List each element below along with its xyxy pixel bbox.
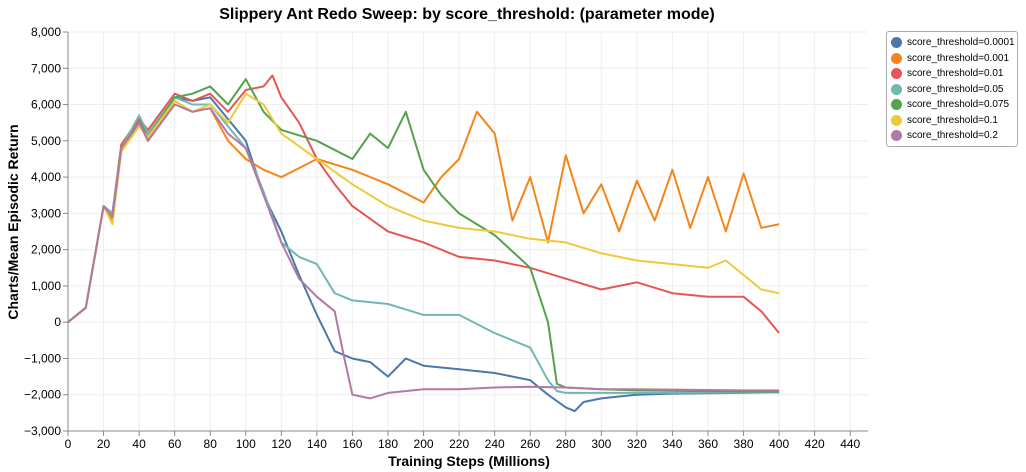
- x-tick-label: 80: [204, 437, 218, 451]
- y-tick-label: −3,000: [24, 424, 61, 438]
- x-tick-label: 340: [662, 437, 682, 451]
- legend-item: score_threshold=0.05: [891, 82, 1017, 98]
- y-tick-label: −2,000: [24, 388, 61, 402]
- y-tick-label: 1,000: [31, 279, 61, 293]
- series-line: [67, 74, 780, 334]
- x-tick-label: 360: [698, 437, 718, 451]
- legend-item: score_threshold=0.1: [891, 113, 1017, 129]
- y-tick-label: 0: [54, 315, 61, 329]
- legend: score_threshold=0.0001 score_threshold=0.…: [886, 31, 1018, 147]
- y-tick-label: 3,000: [31, 206, 61, 220]
- x-tick-label: 240: [485, 437, 505, 451]
- series-line: [67, 96, 780, 394]
- x-tick-label: 20: [97, 437, 111, 451]
- y-tick-label: 2,000: [31, 243, 61, 257]
- legend-label: score_threshold=0.0001: [907, 37, 1015, 49]
- x-tick-label: 200: [414, 437, 434, 451]
- x-tick-label: 140: [307, 437, 327, 451]
- legend-item: score_threshold=0.0001: [891, 35, 1017, 51]
- y-tick-label: −1,000: [24, 351, 61, 365]
- legend-swatch: [891, 68, 902, 80]
- legend-label: score_threshold=0.1: [907, 114, 998, 126]
- series-lines: [67, 74, 780, 413]
- x-tick-label: 380: [734, 437, 754, 451]
- x-tick-label: 40: [132, 437, 146, 451]
- legend-label: score_threshold=0.075: [907, 99, 1010, 111]
- y-tick-label: 5,000: [31, 134, 61, 148]
- x-tick-label: 180: [378, 437, 398, 451]
- legend-label: score_threshold=0.01: [907, 68, 1004, 80]
- x-tick-label: 120: [271, 437, 291, 451]
- legend-label: score_threshold=0.05: [907, 83, 1004, 95]
- x-tick-label: 280: [556, 437, 576, 451]
- legend-swatch: [891, 52, 902, 64]
- axes: 0 20 40 60 80 100 120 140 160 180 200 220 240 260 280 3…: [24, 25, 868, 451]
- x-axis-title: Training Steps (Millions): [388, 453, 550, 469]
- y-tick-label: 4,000: [31, 170, 61, 184]
- y-axis-title: Charts/Mean Episodic Return: [5, 124, 21, 319]
- legend-item: score_threshold=0.001: [891, 51, 1017, 67]
- series-line: [67, 92, 780, 323]
- legend-swatch: [891, 99, 902, 111]
- x-tick-label: 100: [236, 437, 256, 451]
- x-tick-label: 0: [65, 437, 72, 451]
- x-tick-label: 320: [627, 437, 647, 451]
- x-tick-label: 260: [520, 437, 540, 451]
- x-tick-label: 220: [449, 437, 469, 451]
- y-tick-label: 8,000: [31, 25, 61, 39]
- legend-swatch: [891, 83, 902, 95]
- legend-swatch: [891, 37, 902, 49]
- x-tick-label: 400: [769, 437, 789, 451]
- x-tick-label: 420: [805, 437, 825, 451]
- legend-swatch: [891, 114, 902, 126]
- legend-item: score_threshold=0.075: [891, 97, 1017, 113]
- y-tick-label: 7,000: [31, 61, 61, 75]
- x-tick-label: 160: [342, 437, 362, 451]
- x-tick-label: 60: [168, 437, 182, 451]
- legend-label: score_threshold=0.2: [907, 130, 998, 142]
- chart-title: Slippery Ant Redo Sweep: by score_thresh…: [219, 6, 715, 23]
- legend-swatch: [891, 130, 902, 142]
- series-line: [67, 103, 780, 400]
- legend-label: score_threshold=0.001: [907, 52, 1010, 64]
- x-tick-label: 440: [840, 437, 860, 451]
- legend-item: score_threshold=0.01: [891, 66, 1017, 82]
- legend-item: score_threshold=0.2: [891, 128, 1017, 144]
- x-tick-label: 300: [591, 437, 611, 451]
- y-tick-label: 6,000: [31, 98, 61, 112]
